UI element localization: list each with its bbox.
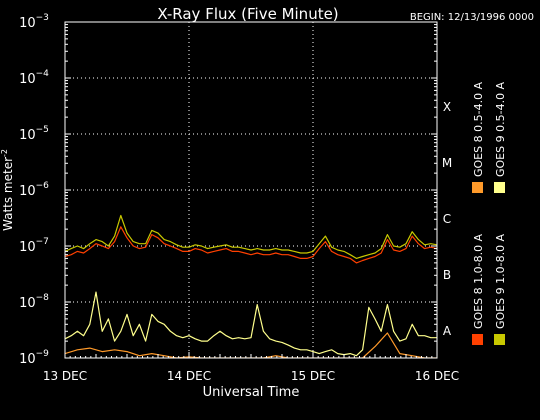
- y-tick-exponent: −5: [36, 125, 49, 135]
- x-axis-label: Universal Time: [203, 385, 300, 400]
- y-tick-base: 10: [19, 16, 36, 31]
- grid-horizontal: [65, 77, 437, 303]
- y-axis: 10−310−410−510−610−710−810−9: [19, 13, 437, 367]
- chart-title: X-Ray Flux (Five Minute): [157, 5, 338, 23]
- legend-swatch: [494, 182, 505, 193]
- y-tick-base: 10: [19, 72, 36, 87]
- y-axis-label-text: Watts meter: [1, 157, 15, 231]
- x-tick-label: 14 DEC: [167, 369, 211, 383]
- series-line-0: [65, 226, 437, 264]
- y-tick-exponent: −4: [36, 69, 50, 79]
- legend-label: GOES 8 1.0-8.0 A: [472, 233, 485, 329]
- y-tick-exponent: −3: [36, 13, 49, 23]
- y-axis-label: Watts meter-2: [0, 149, 15, 231]
- series-line-2: [65, 214, 437, 259]
- flare-class-label: M: [442, 156, 452, 170]
- y-tick-base: 10: [19, 240, 36, 255]
- y-tick-label: 10−3: [19, 13, 49, 31]
- y-tick-base: 10: [19, 184, 36, 199]
- x-axis: 13 DEC 14 DEC 15 DEC 16 DEC: [43, 352, 459, 383]
- y-axis-label-exponent: -2: [0, 149, 9, 157]
- flare-class-label: A: [443, 324, 452, 338]
- flare-class-label: X: [443, 100, 451, 114]
- y-tick-label: 10−8: [19, 293, 49, 311]
- series-line-1: [65, 332, 437, 358]
- legend-swatch: [494, 334, 505, 345]
- y-tick-label: 10−6: [19, 181, 49, 199]
- begin-label: BEGIN: 12/13/1996 0000: [410, 12, 534, 23]
- flare-class-label: C: [443, 212, 451, 226]
- y-tick-base: 10: [19, 352, 36, 367]
- grid-vertical: [188, 22, 314, 358]
- x-tick-label: 16 DEC: [415, 369, 459, 383]
- legend-swatch: [472, 182, 483, 193]
- y-tick-exponent: −6: [36, 181, 50, 191]
- legend-label: GOES 9 1.0-8.0 A: [494, 233, 507, 329]
- legend-label: GOES 9 0.5-4.0 A: [494, 81, 507, 177]
- y-tick-base: 10: [19, 296, 36, 311]
- flare-class-label: B: [443, 268, 451, 282]
- flare-class-labels: X M C B A: [442, 100, 452, 338]
- legend-swatch: [472, 334, 483, 345]
- legend: GOES 8 1.0-8.0 A GOES 9 1.0-8.0 A GOES 8 0…: [472, 81, 507, 345]
- series-line-3: [65, 291, 437, 357]
- y-tick-label: 10−7: [19, 237, 49, 255]
- legend-label: GOES 8 0.5-4.0 A: [472, 81, 485, 177]
- y-tick-exponent: −8: [36, 293, 50, 303]
- y-tick-label: 10−4: [19, 69, 49, 87]
- series-lines: [65, 214, 437, 358]
- x-tick-label: 15 DEC: [291, 369, 335, 383]
- y-tick-exponent: −9: [36, 349, 50, 359]
- x-tick-label: 13 DEC: [43, 369, 87, 383]
- y-tick-base: 10: [19, 128, 36, 143]
- y-tick-exponent: −7: [36, 237, 49, 247]
- y-tick-label: 10−9: [19, 349, 49, 367]
- y-tick-label: 10−5: [19, 125, 49, 143]
